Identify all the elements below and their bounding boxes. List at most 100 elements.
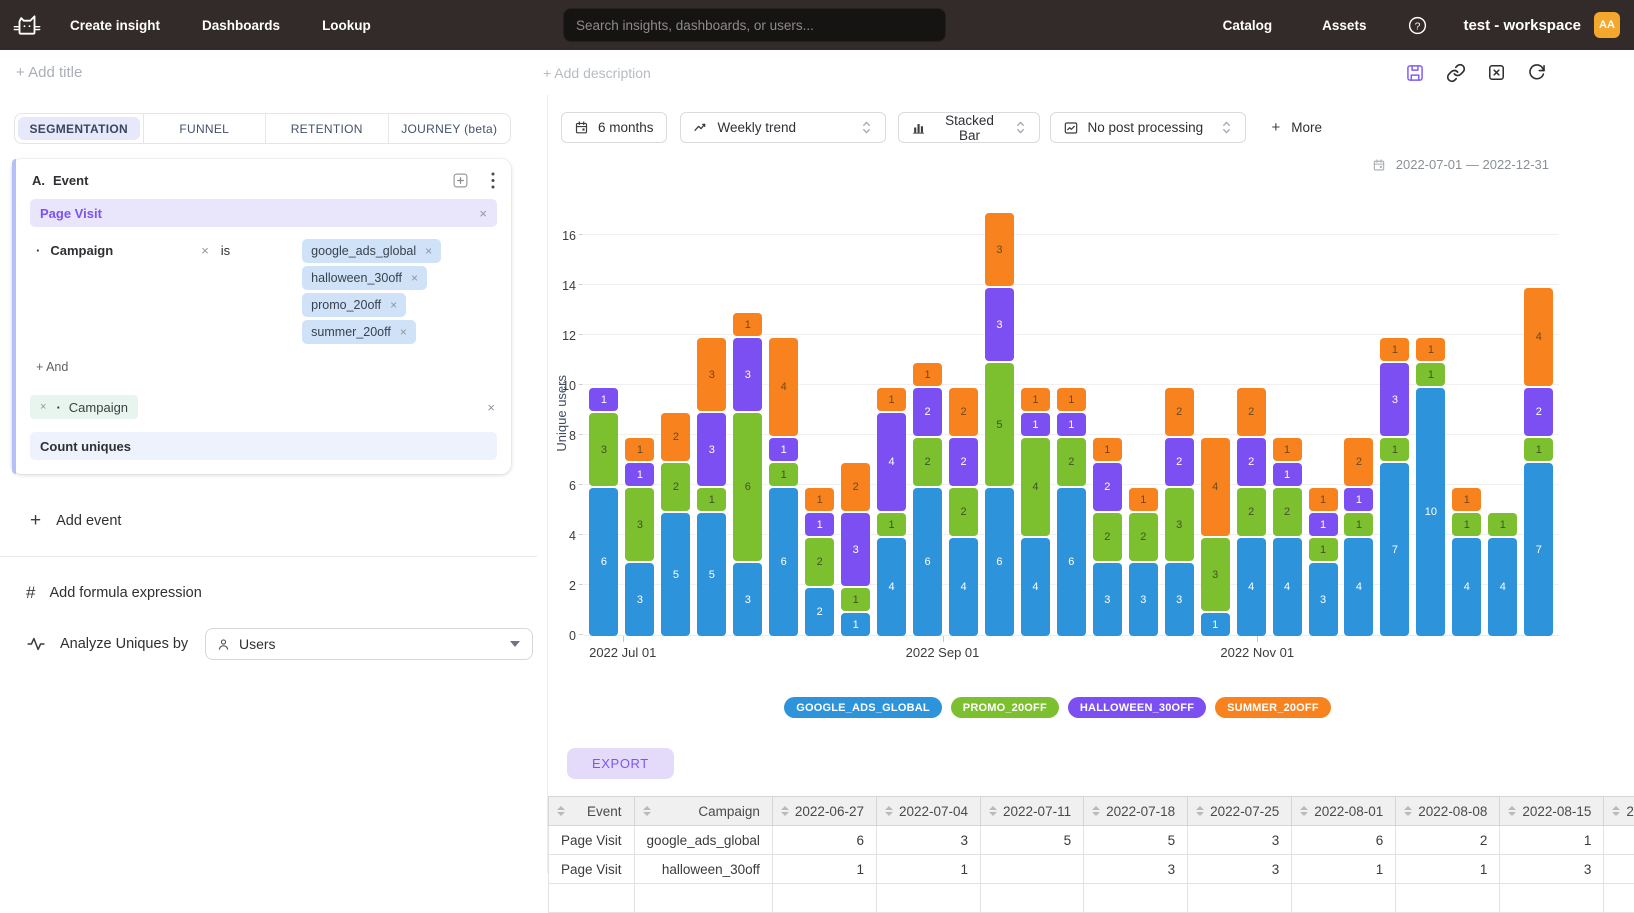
bar-segment-google_ads_global[interactable]: 1 (841, 613, 870, 636)
bar-segment-summer_20off[interactable]: 1 (1057, 388, 1086, 411)
trend-granularity-select[interactable]: Weekly trend (680, 112, 886, 143)
bar-segment-summer_20off[interactable]: 4 (769, 338, 798, 436)
filter-value-chip[interactable]: google_ads_global× (302, 239, 441, 263)
bar-segment-google_ads_global[interactable]: 4 (1273, 538, 1302, 636)
bar-segment-google_ads_global[interactable]: 4 (1237, 538, 1266, 636)
bar-segment-google_ads_global[interactable]: 4 (949, 538, 978, 636)
analyze-by-select[interactable]: Users (205, 628, 533, 660)
bar-segment-promo_20off[interactable]: 2 (1273, 488, 1302, 536)
bar-segment-promo_20off[interactable]: 1 (1309, 538, 1338, 561)
bar-segment-summer_20off[interactable]: 1 (1129, 488, 1158, 511)
bar-segment-promo_20off[interactable]: 3 (1201, 538, 1230, 611)
bar-segment-promo_20off[interactable]: 1 (1488, 513, 1517, 536)
bar-segment-google_ads_global[interactable]: 4 (877, 538, 906, 636)
bar-segment-google_ads_global[interactable]: 1 (1201, 613, 1230, 636)
sort-icon[interactable] (781, 806, 789, 816)
bar-segment-google_ads_global[interactable]: 3 (733, 563, 762, 636)
chart-type-select[interactable]: Stacked Bar (898, 112, 1040, 143)
add-event-button[interactable]: + Add event (30, 510, 537, 532)
bar-segment-halloween_30off[interactable]: 1 (805, 513, 834, 536)
legend-pill-summer_20off[interactable]: SUMMER_20OFF (1215, 697, 1331, 718)
bar-segment-google_ads_global[interactable]: 6 (589, 488, 618, 636)
bar-segment-halloween_30off[interactable]: 1 (1057, 413, 1086, 436)
bar-segment-promo_20off[interactable]: 1 (769, 463, 798, 486)
nav-assets[interactable]: Assets (1322, 18, 1366, 33)
bar-segment-halloween_30off[interactable]: 1 (1273, 463, 1302, 486)
bar-segment-google_ads_global[interactable]: 4 (1021, 538, 1050, 636)
bar-segment-promo_20off[interactable]: 5 (985, 363, 1014, 486)
bar-segment-halloween_30off[interactable]: 3 (697, 413, 726, 486)
tab-retention[interactable]: RETENTION (265, 114, 388, 143)
sort-icon[interactable] (1612, 806, 1620, 816)
remove-group-row-icon[interactable]: × (487, 400, 495, 415)
bar-segment-halloween_30off[interactable]: 2 (1165, 438, 1194, 486)
legend-pill-halloween_30off[interactable]: HALLOWEEN_30OFF (1068, 697, 1206, 718)
filter-property[interactable]: Campaign (50, 239, 113, 263)
remove-chip-icon[interactable]: × (425, 244, 432, 258)
bar-segment-summer_20off[interactable]: 1 (913, 363, 942, 386)
bar-segment-promo_20off[interactable]: 3 (625, 488, 654, 561)
user-avatar[interactable]: AA (1594, 12, 1620, 38)
bar-segment-promo_20off[interactable]: 1 (697, 488, 726, 511)
more-options-button[interactable]: + More (1272, 119, 1323, 136)
share-link-icon[interactable] (1446, 63, 1466, 83)
bar-segment-google_ads_global[interactable]: 3 (1129, 563, 1158, 636)
sort-icon[interactable] (1092, 806, 1100, 816)
bar-segment-summer_20off[interactable]: 1 (1093, 438, 1122, 461)
date-range-button[interactable]: 6 months (561, 112, 667, 143)
bar-segment-summer_20off[interactable]: 2 (661, 413, 690, 461)
sort-icon[interactable] (557, 806, 565, 816)
nav-dashboards[interactable]: Dashboards (202, 18, 280, 33)
bar-segment-halloween_30off[interactable]: 4 (877, 413, 906, 511)
bar-segment-google_ads_global[interactable]: 4 (1488, 538, 1517, 636)
save-icon[interactable] (1405, 63, 1425, 83)
bar-segment-halloween_30off[interactable]: 2 (913, 388, 942, 436)
bar-segment-halloween_30off[interactable]: 2 (1524, 388, 1553, 436)
bar-segment-promo_20off[interactable]: 3 (589, 413, 618, 486)
bar-segment-google_ads_global[interactable]: 7 (1380, 463, 1409, 636)
bar-segment-summer_20off[interactable]: 1 (1021, 388, 1050, 411)
bar-segment-google_ads_global[interactable]: 6 (913, 488, 942, 636)
bar-segment-promo_20off[interactable]: 4 (1021, 438, 1050, 536)
legend-pill-promo_20off[interactable]: PROMO_20OFF (951, 697, 1059, 718)
bar-segment-promo_20off[interactable]: 1 (1524, 438, 1553, 461)
bar-segment-google_ads_global[interactable]: 3 (1165, 563, 1194, 636)
bar-segment-promo_20off[interactable]: 2 (913, 438, 942, 486)
bar-segment-halloween_30off[interactable]: 1 (625, 463, 654, 486)
bar-segment-promo_20off[interactable]: 1 (1344, 513, 1373, 536)
bar-segment-summer_20off[interactable]: 1 (1273, 438, 1302, 461)
bar-segment-promo_20off[interactable]: 2 (1129, 513, 1158, 561)
add-title-field[interactable]: + Add title (16, 64, 82, 81)
filter-value-chip[interactable]: promo_20off× (302, 293, 406, 317)
nav-create-insight[interactable]: Create insight (70, 18, 160, 33)
sort-icon[interactable] (643, 806, 651, 816)
tab-journey[interactable]: JOURNEY (beta) (388, 114, 511, 143)
bar-segment-promo_20off[interactable]: 1 (841, 588, 870, 611)
bar-segment-google_ads_global[interactable]: 3 (1309, 563, 1338, 636)
post-processing-select[interactable]: No post processing (1050, 112, 1246, 143)
nav-lookup[interactable]: Lookup (322, 18, 371, 33)
remove-event-icon[interactable]: × (479, 206, 487, 221)
add-and-condition-button[interactable]: + And (36, 360, 511, 374)
nav-catalog[interactable]: Catalog (1223, 18, 1273, 33)
bar-segment-summer_20off[interactable]: 4 (1201, 438, 1230, 536)
sort-icon[interactable] (989, 806, 997, 816)
bar-segment-promo_20off[interactable]: 2 (805, 538, 834, 586)
bar-segment-summer_20off[interactable]: 1 (1309, 488, 1338, 511)
add-filter-icon[interactable] (452, 172, 469, 189)
add-formula-button[interactable]: # Add formula expression (26, 583, 537, 603)
bar-segment-google_ads_global[interactable]: 6 (769, 488, 798, 636)
bar-segment-halloween_30off[interactable]: 3 (841, 513, 870, 586)
bar-segment-summer_20off[interactable]: 3 (985, 213, 1014, 286)
bar-segment-promo_20off[interactable]: 2 (949, 488, 978, 536)
bar-segment-google_ads_global[interactable]: 5 (661, 513, 690, 636)
bar-segment-google_ads_global[interactable]: 7 (1524, 463, 1553, 636)
bar-segment-summer_20off[interactable]: 1 (733, 313, 762, 336)
bar-segment-google_ads_global[interactable]: 6 (985, 488, 1014, 636)
bar-segment-summer_20off[interactable]: 1 (877, 388, 906, 411)
bar-segment-halloween_30off[interactable]: 2 (1237, 438, 1266, 486)
bar-segment-promo_20off[interactable]: 2 (661, 463, 690, 511)
bar-segment-google_ads_global[interactable]: 3 (625, 563, 654, 636)
selected-event-row[interactable]: Page Visit × (30, 199, 497, 227)
bar-segment-halloween_30off[interactable]: 3 (985, 288, 1014, 361)
